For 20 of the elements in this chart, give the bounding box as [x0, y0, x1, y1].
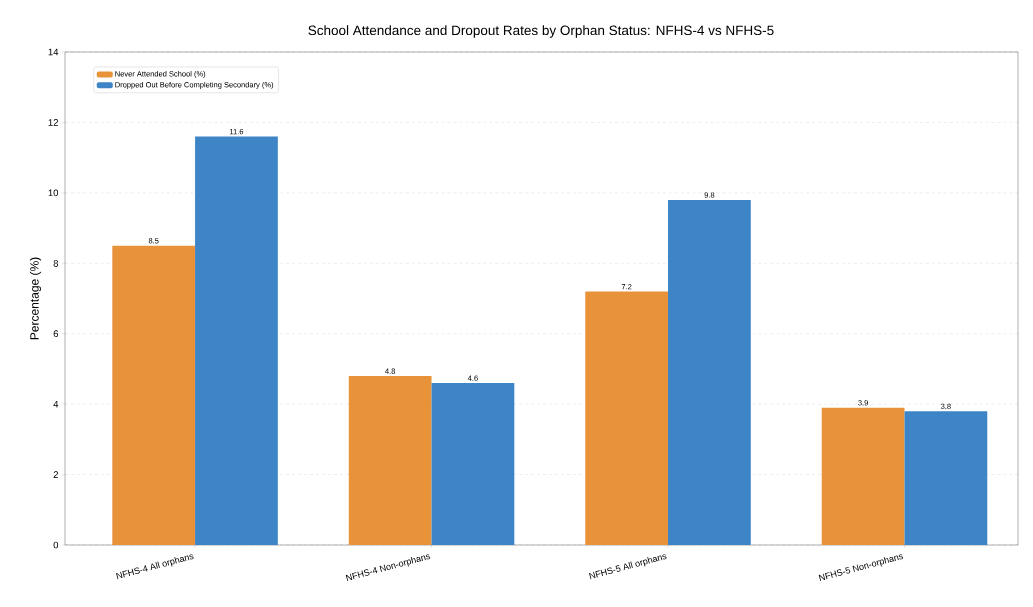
y-tick-label: 6 [53, 330, 59, 338]
y-tick-label: 12 [48, 119, 59, 126]
bar [904, 411, 988, 545]
bar [668, 199, 751, 545]
y-axis-title: Percentage (%) [29, 257, 42, 340]
x-tick-label: NFHS-4 All orphans [116, 554, 194, 580]
bar [112, 245, 196, 545]
x-tick-label: NFHS-5 All orphans [589, 554, 667, 580]
y-tick-label: 14 [48, 48, 59, 56]
y-tick-label: 2 [53, 471, 59, 478]
y-tick-label: 8 [53, 259, 59, 267]
y-tick-label: 10 [48, 189, 59, 197]
bar [195, 136, 278, 545]
bar [348, 375, 432, 545]
y-tick-label: 4 [53, 400, 59, 408]
bar [821, 407, 905, 545]
bar [431, 383, 515, 545]
y-tick-label: 0 [53, 541, 59, 549]
bar [585, 291, 669, 545]
chart-title: School Attendance and Dropout Rates by Orphan Status: NFHS-4 vs NFHS-5 [308, 25, 774, 38]
